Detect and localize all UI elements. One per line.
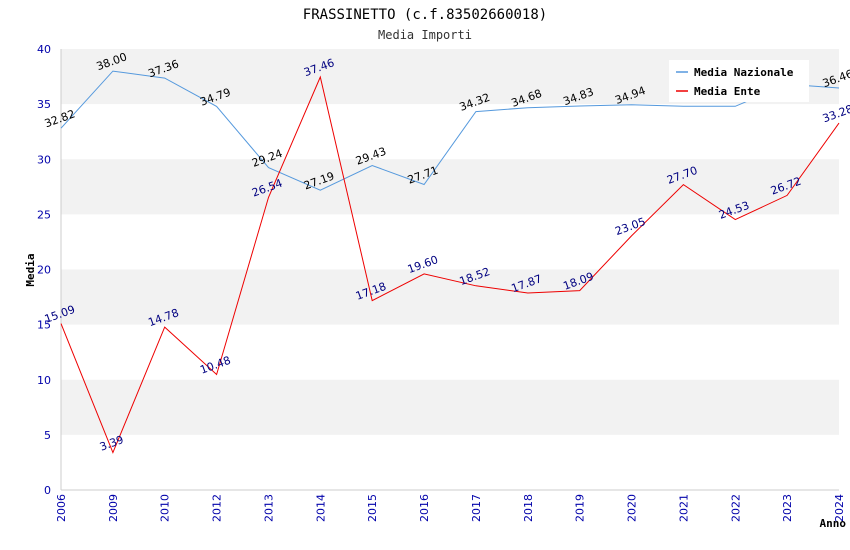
grid-band [61, 159, 839, 215]
legend-label-media-nazionale: Media Nazionale [694, 66, 794, 79]
data-label: 33.28 [821, 102, 850, 125]
axes [60, 49, 839, 491]
x-tick-label: 2019 [574, 494, 587, 522]
y-tick-label: 25 [37, 208, 51, 221]
x-tick-label: 2021 [677, 494, 690, 522]
x-tick-label: 2022 [729, 494, 742, 522]
y-tick-label: 35 [37, 98, 51, 111]
y-tick-label: 5 [44, 429, 51, 442]
y-tick-label: 40 [37, 43, 51, 56]
x-tick-label: 2006 [55, 494, 68, 522]
x-axis-title: Anno [820, 517, 847, 530]
x-tick-label: 2017 [470, 494, 483, 522]
y-tick-label: 20 [37, 264, 51, 277]
y-tick-label: 15 [37, 319, 51, 332]
x-tick-labels: 2006 2009 2010 2012 2013 2014 2015 2016 2017 2018… [55, 494, 846, 522]
legend-box [669, 60, 809, 102]
y-tick-labels: 0 5 10 15 20 25 30 35 40 [37, 43, 51, 497]
x-tick-label: 2014 [314, 494, 327, 522]
chart-subtitle: Media Importi [378, 28, 472, 42]
chart-title: FRASSINETTO (c.f.83502660018) [303, 7, 547, 23]
x-tick-label: 2012 [211, 494, 224, 522]
x-tick-label: 2013 [262, 494, 275, 522]
x-tick-label: 2010 [159, 494, 172, 522]
grid-band [61, 379, 839, 435]
grid-band [61, 269, 839, 325]
x-tick-label: 2023 [781, 494, 794, 522]
x-tick-label: 2015 [366, 494, 379, 522]
legend-label-media-ente: Media Ente [694, 85, 761, 98]
x-tick-label: 2018 [522, 494, 535, 522]
y-tick-label: 30 [37, 153, 51, 166]
series-lines [60, 70, 840, 454]
y-tick-label: 0 [44, 484, 51, 497]
y-axis-title: Media [24, 253, 37, 286]
x-tick-label: 2016 [418, 494, 431, 522]
legend: Media Nazionale Media Ente [669, 60, 809, 102]
series-line-media-ente [60, 75, 840, 454]
x-tick-label: 2024 [833, 494, 846, 522]
y-tick-label: 10 [37, 374, 51, 387]
x-tick-label: 2009 [107, 494, 120, 522]
data-label: 23.05 [613, 215, 647, 238]
x-tick-label: 2020 [626, 494, 639, 522]
series-line-media-nazionale [60, 70, 840, 191]
grid-bands [61, 49, 839, 435]
